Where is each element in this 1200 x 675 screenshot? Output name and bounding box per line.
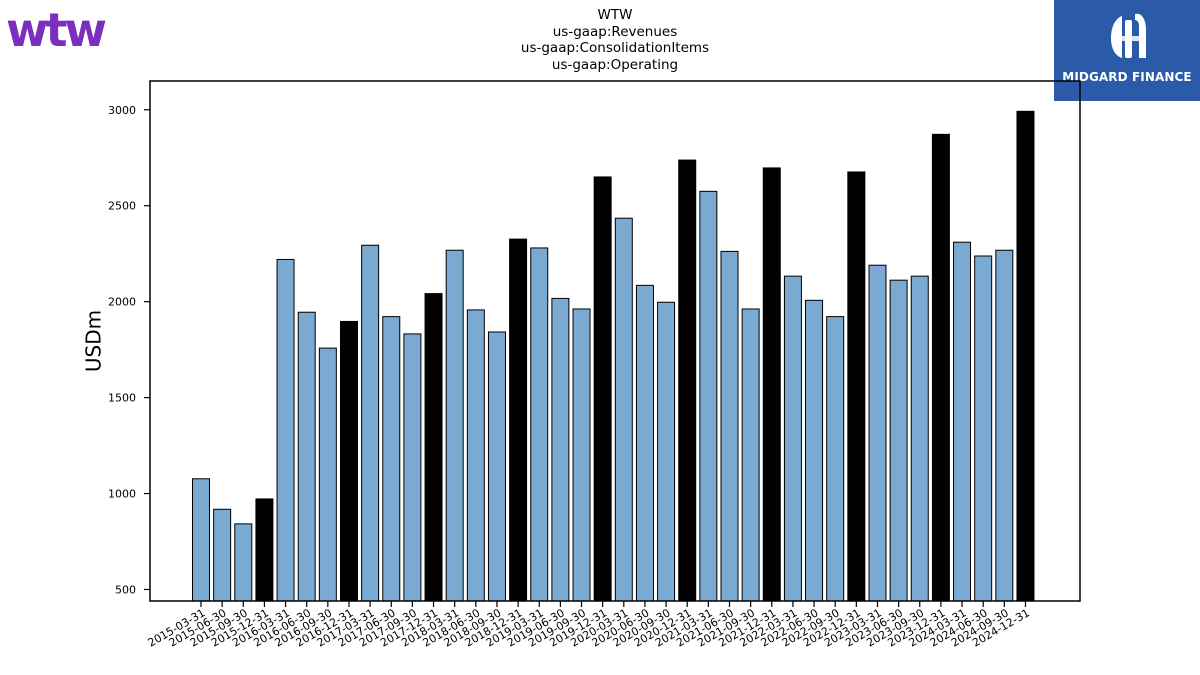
midgard-finance-logo: MIDGARD FINANCE	[1054, 0, 1200, 101]
bar	[910, 275, 929, 602]
bar	[382, 316, 401, 602]
bar	[847, 171, 866, 602]
bar	[931, 133, 950, 602]
bar	[297, 311, 316, 602]
plot-frame	[149, 80, 1081, 602]
bar	[445, 249, 464, 602]
y-tick-label: 3000	[108, 104, 136, 117]
title-line: us-gaap:ConsolidationItems	[520, 40, 710, 56]
bar	[995, 249, 1014, 602]
bar	[487, 331, 506, 602]
bar	[1016, 110, 1035, 602]
bar	[953, 241, 972, 602]
bar	[339, 320, 358, 602]
bar	[593, 176, 612, 602]
bar	[614, 217, 633, 602]
bar	[192, 478, 210, 602]
bar	[466, 309, 485, 602]
bar	[572, 308, 591, 602]
bar	[551, 297, 570, 602]
wtw-logo-text: wtw	[6, 8, 105, 56]
bars-group	[192, 110, 1035, 602]
bar	[889, 279, 908, 602]
title-line: WTW	[597, 7, 633, 23]
x-axis: 2015-03-312015-06-302015-09-302015-12-31…	[146, 601, 1032, 650]
bar	[234, 523, 253, 602]
y-tick-label: 1500	[108, 392, 136, 405]
y-tick-label: 2000	[108, 296, 136, 309]
bar	[741, 308, 760, 602]
bar	[657, 301, 676, 602]
bar	[509, 238, 528, 602]
bar	[699, 190, 718, 602]
y-tick-label: 500	[115, 583, 136, 596]
bar	[720, 250, 739, 602]
bar	[805, 299, 824, 602]
midgard-brand-label: MIDGARD FINANCE	[1062, 70, 1192, 84]
bar	[318, 347, 337, 602]
bar	[783, 275, 802, 602]
bar	[868, 264, 887, 602]
bar	[635, 284, 654, 602]
midgard-emblem-icon	[1111, 13, 1146, 58]
bar	[213, 508, 232, 602]
y-axis: 500 1000 1500 2000 2500 3000	[108, 104, 150, 596]
title-line: us-gaap:Revenues	[552, 23, 678, 40]
chart-title: WTW us-gaap:Revenues us-gaap:Consolidati…	[415, 7, 815, 73]
y-tick-label: 2500	[108, 200, 136, 213]
bar	[255, 498, 274, 602]
bar	[276, 258, 295, 602]
wtw-logo: wtw	[6, 8, 108, 56]
bar	[974, 255, 993, 602]
bar	[678, 159, 697, 602]
bar	[403, 333, 422, 602]
title-line: us-gaap:Operating	[551, 56, 679, 73]
bar	[762, 167, 781, 602]
bar	[361, 244, 380, 602]
bar	[826, 316, 845, 602]
bar	[530, 247, 549, 602]
y-tick-label: 1000	[108, 488, 136, 501]
y-axis-label: USDm	[82, 310, 106, 372]
bar	[424, 293, 443, 602]
